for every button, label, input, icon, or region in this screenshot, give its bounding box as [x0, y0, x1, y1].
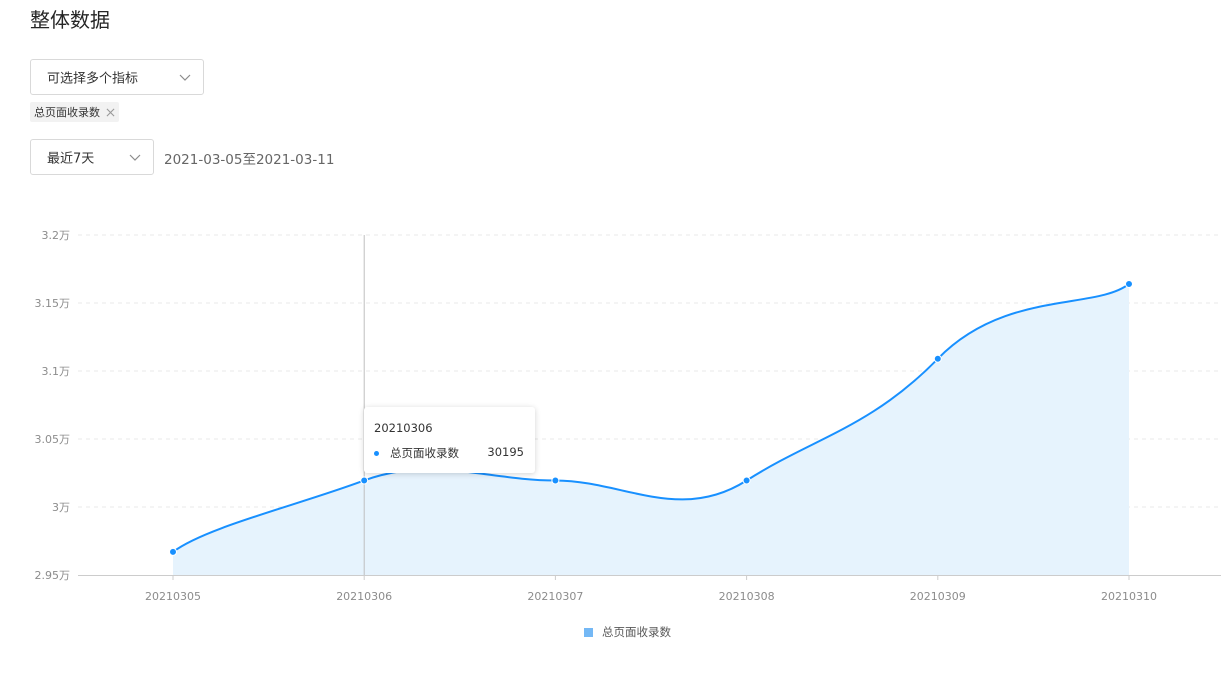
legend-label: 总页面收录数	[602, 625, 671, 639]
chevron-down-icon	[179, 74, 191, 81]
x-tick-label: 20210310	[1101, 590, 1157, 600]
chevron-down-icon	[129, 154, 141, 161]
selected-metric-tag-label: 总页面收录数	[34, 106, 100, 119]
x-tick-label: 20210308	[719, 590, 775, 600]
y-tick-label: 3.15万	[35, 297, 71, 310]
series-area	[173, 283, 1129, 575]
tooltip-title: 20210306	[374, 421, 433, 435]
chart-legend-item[interactable]: 总页面收录数	[584, 624, 671, 640]
data-point	[551, 476, 560, 485]
y-tick-label: 3.1万	[42, 365, 71, 378]
y-tick-label: 3.2万	[42, 229, 71, 242]
x-tick-label: 20210307	[527, 590, 583, 600]
y-tick-label: 2.95万	[35, 569, 71, 582]
tooltip-series-marker	[374, 451, 379, 456]
y-tick-label: 3万	[52, 501, 70, 514]
series-line	[172, 283, 1130, 553]
tooltip-series-value: 30195	[487, 445, 524, 459]
date-range-select-value: 最近7天	[47, 151, 95, 167]
x-tick-label: 20210309	[910, 590, 966, 600]
date-range-text: 2021-03-05至2021-03-11	[164, 152, 335, 168]
data-point	[742, 476, 751, 485]
chart-tooltip: 20210306 总页面收录数 30195	[364, 407, 535, 473]
y-tick-label: 3.05万	[35, 433, 71, 446]
area-chart[interactable]: 2.95万 3万 3.05万 3.1万 3.15万 3.2万 20210305 2021030…	[0, 190, 1221, 600]
date-range-select[interactable]: 最近7天	[30, 139, 154, 175]
data-point	[360, 476, 369, 485]
page-title: 整体数据	[30, 8, 110, 32]
metric-select[interactable]: 可选择多个指标	[30, 59, 204, 95]
metric-select-placeholder: 可选择多个指标	[47, 71, 139, 87]
legend-swatch	[584, 627, 593, 637]
close-icon[interactable]	[106, 108, 115, 117]
selected-metric-tag: 总页面收录数	[30, 102, 119, 122]
x-tick-label: 20210306	[336, 590, 392, 600]
tooltip-series-name: 总页面收录数	[390, 446, 459, 460]
data-point	[933, 354, 942, 363]
x-tick-label: 20210305	[145, 590, 201, 600]
data-point	[1125, 279, 1133, 288]
data-point	[169, 547, 177, 556]
